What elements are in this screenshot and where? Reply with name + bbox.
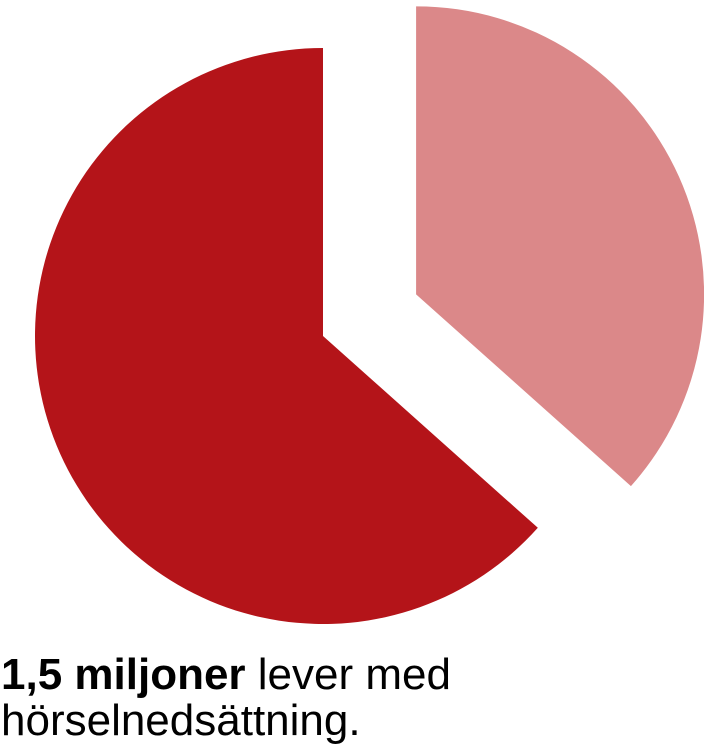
pie-slice bbox=[416, 6, 704, 487]
caption-rest: lever med hörselnedsättning. bbox=[1, 650, 451, 745]
caption-text: 1,5 miljoner lever med hörselnedsättning… bbox=[1, 652, 481, 744]
caption-highlight: 1,5 miljoner bbox=[1, 650, 246, 699]
pie-slice bbox=[35, 48, 538, 624]
pie-chart bbox=[35, 6, 704, 624]
